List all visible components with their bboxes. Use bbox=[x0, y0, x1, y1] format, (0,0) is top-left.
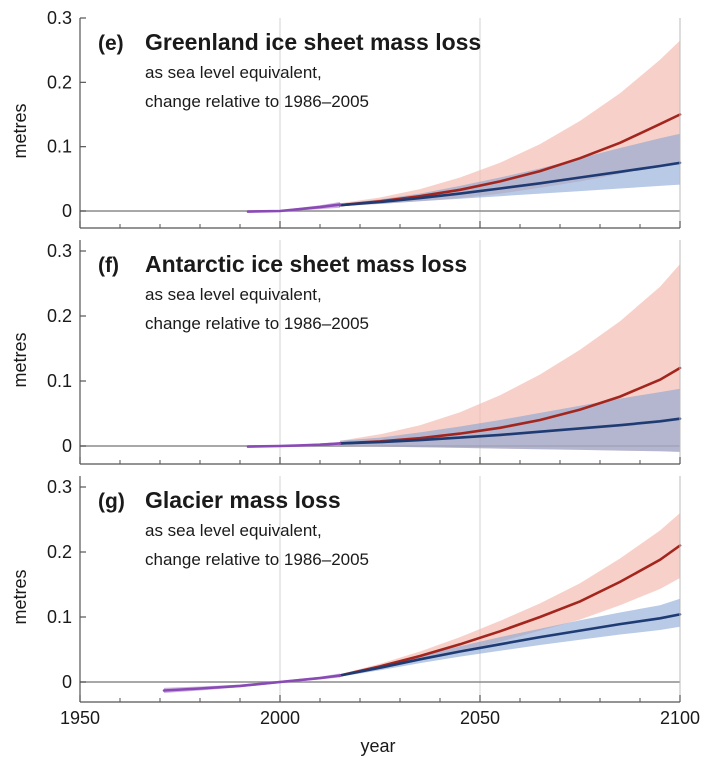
panel-g-y-tick-label-0p3: 0.3 bbox=[47, 477, 72, 497]
panel-e: 0 0.1 0.2 0.3 (e) Greenland ice sheet mass … bbox=[10, 8, 682, 229]
panel-f-low-line bbox=[338, 417, 682, 445]
panel-e-subtitle-line-2: change relative to 1986–2005 bbox=[145, 92, 369, 111]
panel-f-label: (f) bbox=[98, 254, 119, 277]
panel-g-historical-line bbox=[162, 674, 342, 692]
panel-g: 0 0.1 0.2 0.3 1950 2000 2050 2100 (g) Glacier … bbox=[10, 476, 700, 756]
panel-f-subtitle-line-1: as sea level equivalent, bbox=[145, 285, 322, 304]
panel-g-x-tick-label-2050: 2050 bbox=[460, 708, 500, 728]
panel-f-y-tick-label-0p2: 0.2 bbox=[47, 306, 72, 326]
panel-e-y-tick-label-0p2: 0.2 bbox=[47, 72, 72, 92]
panel-e-historical-line bbox=[246, 203, 342, 213]
panel-g-y-tick-labels: 0 0.1 0.2 0.3 bbox=[47, 477, 72, 692]
panel-g-y-tick-label-0p1: 0.1 bbox=[47, 607, 72, 627]
panel-e-y-tick-label-0p3: 0.3 bbox=[47, 8, 72, 28]
panel-g-x-tick-labels: 1950 2000 2050 2100 bbox=[60, 708, 700, 728]
panel-f-y-tick-labels: 0 0.1 0.2 0.3 bbox=[47, 241, 72, 456]
panel-e-title: Greenland ice sheet mass loss bbox=[145, 29, 481, 55]
panel-g-x-tick-label-2100: 2100 bbox=[660, 708, 700, 728]
panel-e-y-tick-label-0: 0 bbox=[62, 201, 72, 221]
panel-g-subtitle-line-1: as sea level equivalent, bbox=[145, 521, 322, 540]
panel-g-high-band bbox=[340, 513, 680, 677]
panel-g-y-tick-label-0p2: 0.2 bbox=[47, 542, 72, 562]
panel-g-gridlines bbox=[80, 476, 680, 702]
panel-g-y-axis-label: metres bbox=[10, 569, 30, 624]
panel-f-y-axis-label: metres bbox=[10, 332, 30, 387]
panel-e-label: (e) bbox=[98, 32, 124, 55]
panel-g-x-axis-label: year bbox=[360, 736, 395, 756]
panel-f-historical-line bbox=[246, 442, 342, 448]
panel-f-series-lines bbox=[246, 366, 682, 448]
panel-g-low-line bbox=[338, 613, 682, 677]
panel-f-subtitle-line-2: change relative to 1986–2005 bbox=[145, 314, 369, 333]
panel-f-axes bbox=[79, 240, 681, 465]
panel-f-y-tick-label-0p3: 0.3 bbox=[47, 241, 72, 261]
panel-g-x-tick-label-2000: 2000 bbox=[260, 708, 300, 728]
panel-g-y-tick-label-0: 0 bbox=[62, 672, 72, 692]
panel-g-axes bbox=[79, 476, 681, 703]
panel-e-series-lines bbox=[246, 113, 682, 213]
panel-f: 0 0.1 0.2 0.3 (f) Antarctic ice sheet mass … bbox=[10, 240, 682, 465]
panel-f-y-tick-label-0: 0 bbox=[62, 436, 72, 456]
panel-g-label: (g) bbox=[98, 490, 125, 513]
panel-g-high-line bbox=[338, 544, 682, 677]
panel-f-y-tick-label-0p1: 0.1 bbox=[47, 371, 72, 391]
panel-g-x-tick-label-1950: 1950 bbox=[60, 708, 100, 728]
panel-g-title: Glacier mass loss bbox=[145, 487, 341, 513]
panel-g-subtitle-line-2: change relative to 1986–2005 bbox=[145, 550, 369, 569]
panel-f-title: Antarctic ice sheet mass loss bbox=[145, 251, 467, 277]
panel-g-series-lines bbox=[162, 544, 682, 692]
panel-e-low-band bbox=[340, 133, 680, 206]
panel-e-low-line bbox=[338, 161, 682, 207]
panel-e-subtitle-line-1: as sea level equivalent, bbox=[145, 63, 322, 82]
panel-e-y-axis-label: metres bbox=[10, 103, 30, 158]
panel-e-y-tick-label-0p1: 0.1 bbox=[47, 137, 72, 157]
panel-e-axes bbox=[79, 17, 681, 229]
panel-e-y-tick-labels: 0 0.1 0.2 0.3 bbox=[47, 8, 72, 221]
